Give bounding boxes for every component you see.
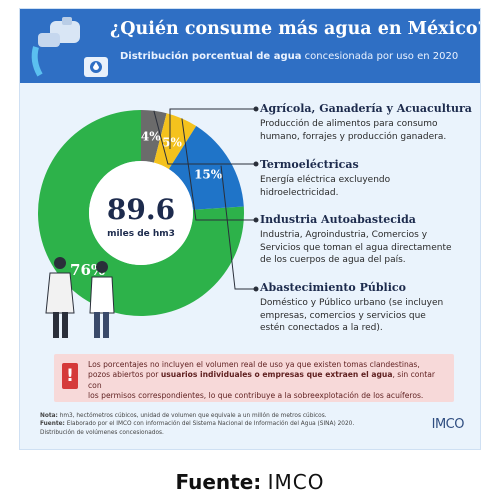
leader-lines bbox=[153, 106, 259, 292]
total-value: 89.6 bbox=[107, 193, 175, 226]
category-title: Industria Autoabastecida bbox=[260, 213, 416, 226]
leader-line bbox=[169, 108, 256, 149]
warning-text: Los porcentajes no incluyen el volumen r… bbox=[88, 360, 435, 401]
category-desc: Industria, Agroindustria, Comercios y Se… bbox=[260, 230, 452, 265]
category-title: Agrícola, Ganadería y Acuacultura bbox=[260, 102, 472, 115]
category-desc: Energía eléctrica excluyendo hidroelectr… bbox=[260, 175, 391, 198]
page-subtitle: Distribución porcentual de agua concesio… bbox=[120, 51, 458, 62]
leader-line bbox=[220, 165, 256, 290]
faucet-icon bbox=[31, 17, 108, 77]
leader-dot bbox=[253, 217, 259, 223]
footer-label: Fuente: bbox=[175, 470, 262, 494]
slice-termoelectricas bbox=[141, 110, 167, 163]
category-desc: Producción de alimentos para consumo hum… bbox=[260, 119, 447, 142]
footer-source: Fuente: IMCO bbox=[0, 470, 500, 494]
category-title: Abastecimiento Público bbox=[260, 281, 406, 294]
subtitle-rest: concesionada por uso en 2020 bbox=[304, 51, 459, 62]
page-title: ¿Quién consume más agua en México? bbox=[110, 19, 481, 39]
footer-value: IMCO bbox=[267, 470, 325, 494]
category-abastecimiento: Abastecimiento Público Doméstico y Públi… bbox=[260, 281, 443, 335]
category-agricola: Agrícola, Ganadería y Acuacultura Produc… bbox=[260, 102, 472, 143]
leader-dot bbox=[253, 161, 259, 167]
donut-slices bbox=[38, 110, 245, 316]
warning-box: ! Los porcentajes no incluyen el volumen… bbox=[54, 354, 454, 402]
category-desc: Doméstico y Público urbano (se incluyen … bbox=[260, 298, 444, 333]
total-unit: miles de hm3 bbox=[107, 229, 175, 239]
alert-icon: ! bbox=[62, 363, 78, 389]
slice-label: 15% bbox=[194, 167, 223, 181]
slice-industria bbox=[153, 113, 197, 170]
category-industria: Industria Autoabastecida Industria, Agro… bbox=[260, 213, 452, 267]
slice-label: 4% bbox=[141, 130, 161, 144]
leader-dot bbox=[253, 286, 259, 292]
leader-line bbox=[153, 110, 256, 165]
leader-dot bbox=[253, 106, 259, 112]
source-note: Nota: hm3, hectómetros cúbicos, unidad d… bbox=[40, 413, 355, 436]
donut-chart: 89.6 miles de hm3 76%4% 5%15% bbox=[38, 106, 259, 338]
infographic-card: ¿Quién consume más agua en México? Distr… bbox=[19, 8, 481, 450]
category-title: Termoeléctricas bbox=[260, 158, 359, 171]
subtitle-bold: Distribución porcentual de agua bbox=[120, 51, 302, 62]
category-termoelectricas: Termoeléctricas Energía eléctrica excluy… bbox=[260, 158, 390, 199]
slice-abastecimiento bbox=[168, 126, 244, 210]
slice-agricola bbox=[38, 110, 245, 316]
donut-hole bbox=[89, 161, 193, 265]
leader-line bbox=[181, 118, 256, 221]
imco-logo: IMCO bbox=[431, 417, 465, 432]
slice-label: 5% bbox=[162, 135, 182, 149]
people-illustration bbox=[45, 257, 115, 338]
